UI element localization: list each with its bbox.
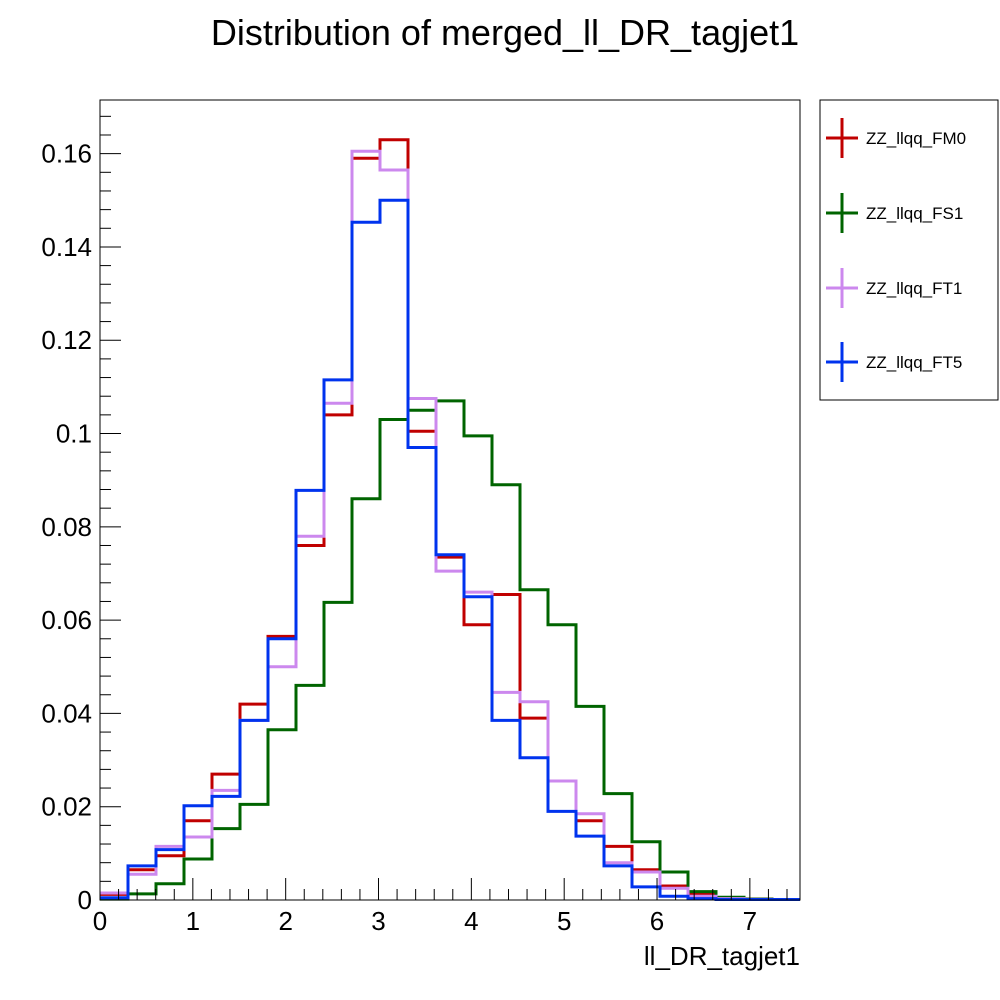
x-tick-label: 1 [186,906,200,936]
y-tick-label: 0.04 [41,698,92,728]
series-line-ZZ_llqq_FM0 [100,138,800,901]
chart-title: Distribution of merged_ll_DR_tagjet1 [211,12,799,53]
legend-label: ZZ_llqq_FS1 [866,204,963,223]
y-tick-label: 0.12 [41,325,92,355]
x-tick-label: 4 [464,906,478,936]
series-line-ZZ_llqq_FS1 [100,399,800,901]
y-tick-label: 0.14 [41,232,92,262]
x-tick-label: 6 [650,906,664,936]
x-tick-label: 5 [557,906,571,936]
tick-labels: 0 1 2 3 4 5 6 7 0 0.02 0.04 0.06 0.08 0.1 0.12 0.14 0.16 [41,139,757,936]
y-tick-label: 0.06 [41,605,92,635]
series-layer [100,138,800,901]
series-line-ZZ_llqq_FT5 [100,198,800,901]
legend-label: ZZ_llqq_FT5 [866,353,962,372]
y-tick-label: 0.1 [56,419,92,449]
axis-ticks [99,115,788,901]
x-axis-title: ll_DR_tagjet1 [644,941,800,971]
legend-box [819,99,999,401]
legend-label: ZZ_llqq_FT1 [866,279,962,298]
x-tick-label: 7 [743,906,757,936]
y-tick-label: 0.16 [41,139,92,169]
y-tick-label: 0.08 [41,512,92,542]
x-tick-label: 0 [93,906,107,936]
x-tick-label: 2 [278,906,292,936]
legend: ZZ_llqq_FM0 ZZ_llqq_FS1 ZZ_llqq_FT1 ZZ_llqq… [819,99,999,401]
legend-label: ZZ_llqq_FM0 [866,129,966,148]
y-tick-label: 0 [78,885,92,915]
x-tick-label: 3 [371,906,385,936]
plot-frame [99,99,801,901]
y-tick-label: 0.02 [41,792,92,822]
